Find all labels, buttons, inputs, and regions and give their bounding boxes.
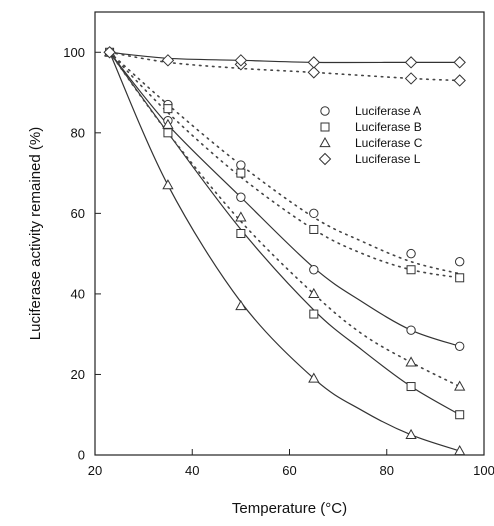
x-tick-label: 100 [473, 463, 494, 478]
fit-line-solid-1 [109, 51, 460, 347]
plot-frame [94, 11, 485, 456]
data-point-diamond [161, 54, 175, 67]
data-point-circle [406, 248, 416, 259]
y-tick-label: 100 [63, 45, 85, 60]
data-point-circle [236, 192, 246, 202]
data-point-diamond [453, 74, 466, 87]
data-point-triangle [405, 428, 417, 439]
legend-marker-circle [320, 106, 330, 116]
data-markers [103, 46, 466, 456]
data-point-square [406, 265, 416, 275]
legend-label: Luciferase L [355, 152, 421, 166]
y-tick-label: 20 [71, 367, 85, 382]
data-point-square [455, 273, 465, 283]
data-point-square [236, 229, 246, 238]
data-point-square [236, 168, 246, 178]
data-point-square [309, 309, 319, 319]
data-point-circle [406, 325, 416, 335]
data-point-circle [454, 341, 465, 351]
legend-label: Luciferase B [355, 120, 422, 134]
legend-label: Luciferase C [355, 136, 423, 150]
data-point-diamond [404, 56, 418, 69]
fit-line-solid-3 [109, 52, 460, 452]
y-tick-label: 40 [71, 286, 85, 301]
data-point-triangle [454, 380, 466, 391]
y-tick-label: 60 [71, 206, 85, 221]
legend-marker-diamond [318, 152, 332, 166]
data-point-square [163, 104, 173, 114]
data-point-triangle [162, 118, 174, 129]
data-point-diamond [453, 56, 466, 69]
legend-marker-square [320, 122, 330, 132]
axis-ticks [94, 51, 485, 456]
data-point-circle [309, 208, 319, 219]
data-point-diamond [234, 54, 248, 67]
fit-line-dotted-3 [108, 51, 461, 388]
y-tick-label: 0 [78, 448, 85, 463]
data-point-square [406, 382, 416, 392]
data-point-triangle [405, 356, 417, 367]
legend: Luciferase A Luciferase B Luciferase C Luci… [318, 104, 423, 166]
x-tick-label: 20 [88, 463, 102, 478]
x-tick-label: 80 [380, 463, 394, 478]
data-point-triangle [235, 211, 247, 222]
y-tick-label: 80 [71, 125, 85, 140]
data-point-circle [236, 160, 246, 170]
data-point-triangle [308, 287, 320, 299]
x-axis-title: Temperature (°C) [232, 500, 347, 517]
data-point-triangle [162, 179, 174, 190]
data-point-triangle [235, 299, 247, 311]
data-point-triangle [308, 372, 320, 383]
data-point-square [163, 128, 173, 138]
data-point-diamond [404, 72, 418, 85]
data-point-triangle [454, 444, 466, 456]
y-axis-title: Luciferase activity remained (%) [27, 127, 44, 340]
data-point-square [455, 410, 465, 420]
data-point-circle [454, 256, 465, 267]
data-point-diamond [307, 66, 321, 79]
legend-marker-triangle [319, 136, 331, 148]
legend-label: Luciferase A [355, 104, 421, 118]
data-point-circle [309, 265, 319, 275]
data-point-diamond [103, 46, 116, 59]
data-point-diamond [307, 56, 321, 69]
x-tick-label: 40 [185, 463, 199, 478]
x-tick-label: 60 [282, 463, 296, 478]
data-point-square [309, 224, 319, 234]
